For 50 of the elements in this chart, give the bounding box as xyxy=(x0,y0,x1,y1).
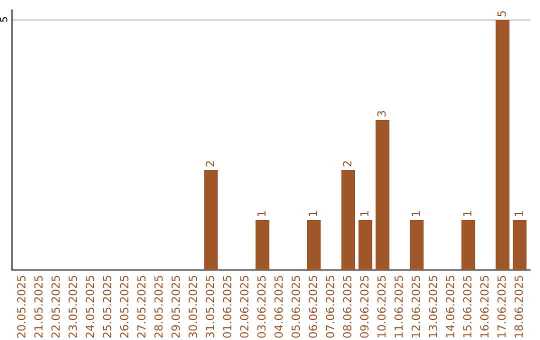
data-label: 3 xyxy=(377,111,386,116)
data-label: 1 xyxy=(360,211,368,216)
x-tick-label: 13.06.2025 xyxy=(428,276,438,338)
x-tick-label: 21.05.2025 xyxy=(34,276,43,338)
bar xyxy=(410,220,424,270)
x-tick-label: 16.06.2025 xyxy=(480,276,489,338)
x-tick-label: 23.05.2025 xyxy=(68,276,77,338)
x-tick-label: 01.06.2025 xyxy=(222,276,232,338)
x-tick-label: 25.05.2025 xyxy=(102,276,112,338)
x-tick-label: 02.06.2025 xyxy=(240,276,248,338)
bar xyxy=(204,170,218,270)
x-tick-label: 05.06.2025 xyxy=(292,276,300,338)
x-tick-label: 04.06.2025 xyxy=(274,276,283,338)
x-tick-label: 14.06.2025 xyxy=(446,276,454,338)
x-tick-label: 08.06.2025 xyxy=(343,276,352,338)
x-tick-label: 28.05.2025 xyxy=(154,276,163,338)
bar xyxy=(307,220,321,270)
x-tick-label: 20.05.2025 xyxy=(17,276,26,338)
bar xyxy=(496,20,510,270)
bar xyxy=(376,120,390,270)
x-tick-label: 06.06.2025 xyxy=(308,276,318,338)
x-tick-label: 09.06.2025 xyxy=(360,276,369,338)
data-label: 1 xyxy=(308,211,317,216)
data-label: 2 xyxy=(343,161,352,166)
bar xyxy=(358,220,372,270)
data-label: 5 xyxy=(498,11,506,16)
x-tick-label: 26.05.2025 xyxy=(120,276,128,338)
x-tick-label: 27.05.2025 xyxy=(137,276,146,338)
x-tick-label: 17.06.2025 xyxy=(497,276,506,338)
data-label: 1 xyxy=(412,211,420,216)
x-tick-label: 03.06.2025 xyxy=(257,276,266,338)
x-tick-label: 29.05.2025 xyxy=(171,276,180,338)
x-tick-label: 30.05.2025 xyxy=(188,276,198,338)
data-label: 1 xyxy=(257,211,266,216)
bar xyxy=(256,220,270,270)
x-tick-label: 10.06.2025 xyxy=(377,276,386,338)
data-label: 1 xyxy=(514,211,523,216)
x-tick-label: 24.05.2025 xyxy=(86,276,94,338)
bar xyxy=(461,220,476,270)
data-label: 1 xyxy=(463,211,472,216)
data-label: 2 xyxy=(206,161,214,166)
x-tick-label: 22.05.2025 xyxy=(51,276,60,338)
x-tick-label: 18.06.2025 xyxy=(514,276,523,338)
x-tick-label: 31.05.2025 xyxy=(206,276,214,338)
x-tick-label: 12.06.2025 xyxy=(412,276,420,338)
bar xyxy=(512,220,527,270)
x-tick-label: 11.06.2025 xyxy=(394,276,403,338)
x-tick-label: 07.06.2025 xyxy=(326,276,334,338)
x-tick-label: 15.06.2025 xyxy=(463,276,472,338)
bar xyxy=(341,170,356,270)
